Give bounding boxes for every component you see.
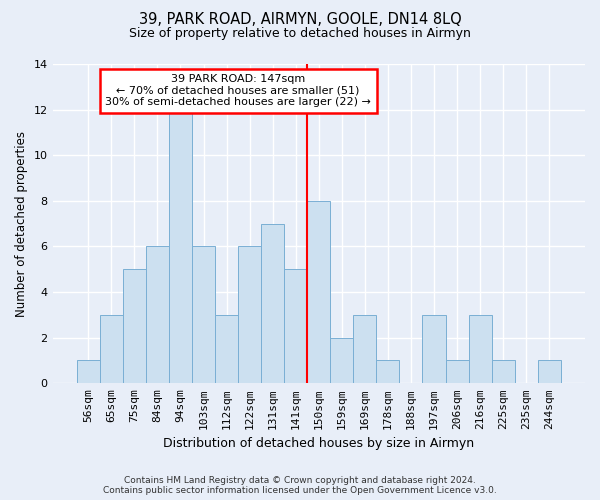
Text: Size of property relative to detached houses in Airmyn: Size of property relative to detached ho… — [129, 28, 471, 40]
Bar — [330, 338, 353, 384]
Text: Contains HM Land Registry data © Crown copyright and database right 2024.
Contai: Contains HM Land Registry data © Crown c… — [103, 476, 497, 495]
Bar — [538, 360, 561, 384]
Bar — [446, 360, 469, 384]
Bar — [422, 315, 446, 384]
Bar — [192, 246, 215, 384]
Bar — [261, 224, 284, 384]
Bar — [77, 360, 100, 384]
Bar — [491, 360, 515, 384]
Y-axis label: Number of detached properties: Number of detached properties — [15, 130, 28, 316]
Bar — [284, 270, 307, 384]
Bar — [469, 315, 491, 384]
Bar — [146, 246, 169, 384]
Bar — [307, 201, 330, 384]
Bar — [353, 315, 376, 384]
Bar — [100, 315, 123, 384]
X-axis label: Distribution of detached houses by size in Airmyn: Distribution of detached houses by size … — [163, 437, 475, 450]
Bar — [169, 110, 192, 384]
Bar — [376, 360, 400, 384]
Text: 39 PARK ROAD: 147sqm
← 70% of detached houses are smaller (51)
30% of semi-detac: 39 PARK ROAD: 147sqm ← 70% of detached h… — [105, 74, 371, 108]
Bar — [123, 270, 146, 384]
Bar — [215, 315, 238, 384]
Bar — [238, 246, 261, 384]
Text: 39, PARK ROAD, AIRMYN, GOOLE, DN14 8LQ: 39, PARK ROAD, AIRMYN, GOOLE, DN14 8LQ — [139, 12, 461, 28]
